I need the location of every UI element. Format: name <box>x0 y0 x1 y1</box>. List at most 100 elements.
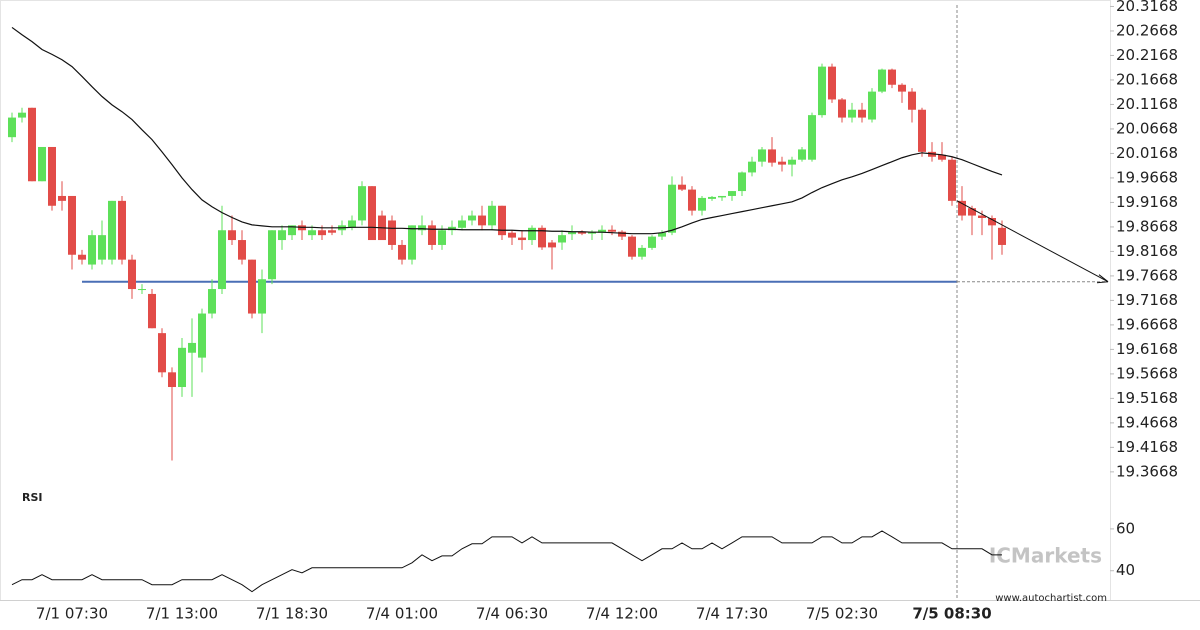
candle-body <box>498 205 506 236</box>
y-tick-label: 19.5668 <box>1116 364 1178 382</box>
y-tick-label: 19.9168 <box>1116 193 1178 211</box>
candle-body <box>188 342 196 353</box>
y-tick-label: 19.7168 <box>1116 291 1178 309</box>
y-tick-label: 19.9668 <box>1116 168 1178 186</box>
candle-body <box>838 99 846 118</box>
moving-average <box>11 26 1003 235</box>
candle-body <box>28 107 36 182</box>
y-tick-label: 19.4668 <box>1116 413 1178 431</box>
y-tick-label: 19.8168 <box>1116 242 1178 260</box>
candle-body <box>628 236 636 257</box>
candle-body <box>788 159 796 165</box>
rsi-title: RSI <box>22 491 43 504</box>
y-tick-label: 20.0668 <box>1116 119 1178 137</box>
candle-body <box>78 254 86 260</box>
candle-body <box>678 184 686 190</box>
candle-body <box>318 230 326 236</box>
candle-body <box>518 237 526 241</box>
candle-body <box>158 333 166 373</box>
candle-body <box>828 66 836 100</box>
candle-body <box>708 196 716 199</box>
candle-body <box>758 149 766 162</box>
x-tick-label: 7/4 06:30 <box>476 605 548 623</box>
x-tick-label: 7/1 18:30 <box>256 605 328 623</box>
candle-body <box>668 184 676 233</box>
candle-body <box>488 205 496 226</box>
x-tick-label: 7/4 12:00 <box>586 605 658 623</box>
candle-body <box>198 313 206 358</box>
plot-frame <box>0 0 1111 601</box>
candle-body <box>258 279 266 314</box>
candle-body <box>398 244 406 260</box>
candle-body <box>478 215 486 226</box>
pattern-line <box>956 200 1109 283</box>
x-tick-label: 7/1 13:00 <box>146 605 218 623</box>
y-tick-label: 19.6668 <box>1116 315 1178 333</box>
candle-body <box>218 230 226 290</box>
candle-body <box>528 227 536 241</box>
candle-body <box>998 227 1006 245</box>
candle-body <box>48 146 56 206</box>
candle-body <box>148 293 156 329</box>
candle-body <box>888 69 896 85</box>
candle-body <box>648 236 656 248</box>
candle-body <box>638 247 646 257</box>
candle-body <box>178 347 186 388</box>
y-tick-label: 40 <box>1116 561 1135 579</box>
candle-body <box>548 242 556 248</box>
candle-body <box>658 232 666 237</box>
y-tick-label: 60 <box>1116 519 1135 537</box>
candle-body <box>248 259 256 314</box>
candle-body <box>8 117 16 138</box>
y-tick-label: 20.3168 <box>1116 0 1178 15</box>
candle-body <box>98 235 106 260</box>
y-tick-label: 19.3668 <box>1116 462 1178 480</box>
candle-body <box>508 232 516 238</box>
candle-body <box>898 84 906 92</box>
y-tick-label: 20.1168 <box>1116 95 1178 113</box>
candle-body <box>768 149 776 163</box>
candle-body <box>698 197 706 211</box>
candle-body <box>818 66 826 116</box>
candle-body <box>558 235 566 243</box>
candle-body <box>268 230 276 280</box>
candle-body <box>958 200 966 216</box>
rsi-line <box>11 530 1002 593</box>
y-tick-label: 19.5168 <box>1116 389 1178 407</box>
candle-body <box>418 225 426 231</box>
candle-body <box>288 225 296 236</box>
y-tick-label: 19.6168 <box>1116 340 1178 358</box>
candle-body <box>108 200 116 260</box>
x-tick-label: 7/5 08:30 <box>912 605 991 623</box>
y-tick-label: 20.0168 <box>1116 144 1178 162</box>
candle-body <box>308 230 316 236</box>
candle-body <box>988 218 996 226</box>
candle-body <box>738 172 746 192</box>
candle-body <box>228 230 236 241</box>
candle-body <box>388 220 396 245</box>
candle-body <box>918 109 926 152</box>
candle-body <box>798 149 806 160</box>
candle-body <box>468 215 476 221</box>
x-tick-label: 7/5 02:30 <box>806 605 878 623</box>
candle-body <box>58 195 66 201</box>
candle-body <box>858 109 866 118</box>
candle-body <box>938 154 946 160</box>
y-tick-label: 19.8668 <box>1116 217 1178 235</box>
candle-body <box>208 289 216 314</box>
x-tick-label: 7/4 01:00 <box>366 605 438 623</box>
candle-body <box>948 159 956 201</box>
candle-body <box>328 230 336 233</box>
candle-body <box>438 230 446 245</box>
candle-body <box>128 259 136 290</box>
watermark: ICMarkets <box>989 544 1102 568</box>
candle-body <box>238 240 246 260</box>
candle-body <box>118 200 126 260</box>
candle-body <box>458 220 466 228</box>
y-tick-label: 19.7668 <box>1116 266 1178 284</box>
candle-body <box>778 161 786 165</box>
x-tick-label: 7/4 17:30 <box>696 605 768 623</box>
candle-body <box>348 220 356 228</box>
candle-body <box>968 208 976 216</box>
y-tick-label: 20.1668 <box>1116 70 1178 88</box>
